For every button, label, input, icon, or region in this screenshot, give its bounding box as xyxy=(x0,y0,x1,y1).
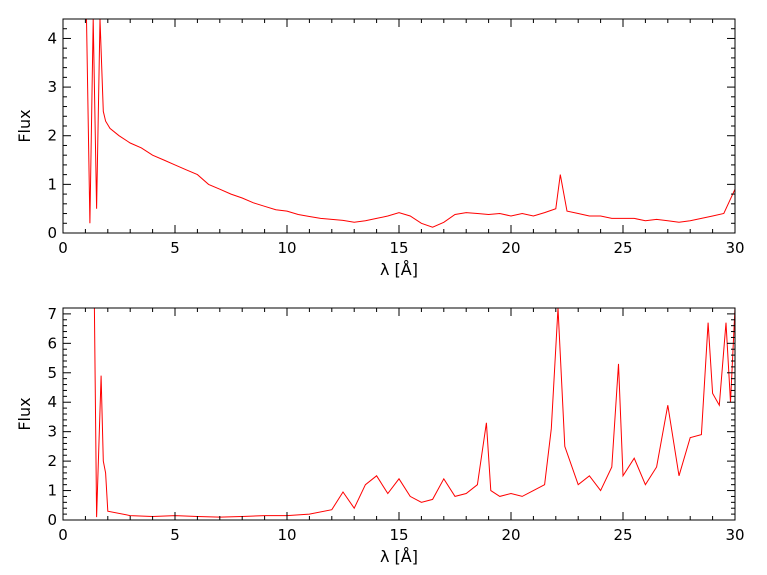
y-tick-label: 1 xyxy=(47,175,57,193)
y-tick-label: 4 xyxy=(47,393,57,411)
y-tick-label: 5 xyxy=(47,364,57,382)
y-tick-label: 0 xyxy=(47,511,57,529)
chart-panel-2: 0 5 10 15 20 25 30 0 1 2 3 4 5 6 7 λ [Å] Flux xyxy=(15,305,745,566)
x-tick-label: 0 xyxy=(58,526,68,544)
x-tick-label: 10 xyxy=(277,526,296,544)
x-axis-title: λ [Å] xyxy=(380,547,418,566)
y-tick-label: 3 xyxy=(47,423,57,441)
x-tick-label: 5 xyxy=(170,526,180,544)
x-tick-label: 15 xyxy=(389,526,408,544)
x-tick-label: 20 xyxy=(501,239,520,257)
chart-panel-1: 0 5 10 15 20 25 30 0 1 2 3 4 λ [Å] Flux xyxy=(15,18,745,279)
plot-frame xyxy=(62,307,736,521)
x-tick-label: 10 xyxy=(277,239,296,257)
y-axis-title: Flux xyxy=(15,397,34,430)
y-tick-label: 1 xyxy=(47,482,57,500)
flux-series-line-1-1 xyxy=(86,19,735,228)
y-tick-label: 2 xyxy=(47,452,57,470)
y-tick-label: 0 xyxy=(47,224,57,242)
x-axis-title: λ [Å] xyxy=(380,260,418,279)
y-tick-label: 4 xyxy=(47,29,57,47)
x-tick-label: 30 xyxy=(725,526,744,544)
x-tick-label: 0 xyxy=(58,239,68,257)
x-tick-label: 25 xyxy=(613,239,632,257)
x-tick-label: 5 xyxy=(170,239,180,257)
x-tick-label: 30 xyxy=(725,239,744,257)
y-tick-label: 2 xyxy=(47,127,57,145)
y-tick-label: 3 xyxy=(47,78,57,96)
x-tick-label: 25 xyxy=(613,526,632,544)
y-axis-title: Flux xyxy=(15,109,34,142)
x-tick-label: 15 xyxy=(389,239,408,257)
flux-series-line-2-1 xyxy=(89,308,735,518)
y-tick-label: 6 xyxy=(47,334,57,352)
x-tick-label: 20 xyxy=(501,526,520,544)
plot-frame xyxy=(62,18,736,234)
y-tick-label: 7 xyxy=(47,305,57,323)
